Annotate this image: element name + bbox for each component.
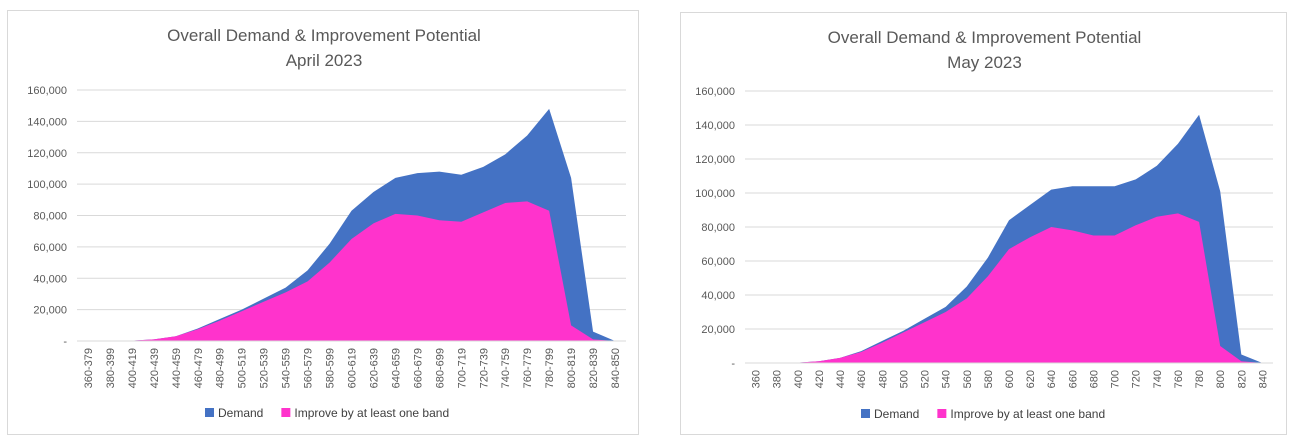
y-tick-label: 20,000 xyxy=(701,324,735,336)
x-tick-label: 760-779 xyxy=(522,348,534,388)
x-tick-label: 520-539 xyxy=(259,348,271,388)
y-tick-label: 160,000 xyxy=(27,85,67,97)
legend-swatch-demand xyxy=(861,409,870,418)
x-tick-label: 680 xyxy=(1088,370,1100,388)
x-tick-label: 420-439 xyxy=(149,348,161,388)
y-tick-label: 140,000 xyxy=(27,116,67,128)
x-tick-label: 480 xyxy=(877,370,889,388)
x-tick-label: 440 xyxy=(835,370,847,388)
area-series-improve xyxy=(87,201,616,341)
x-tick-label: 680-699 xyxy=(434,348,446,388)
y-tick-label: 100,000 xyxy=(695,188,735,200)
x-tick-label: 740-759 xyxy=(500,348,512,388)
x-tick-label: 800-819 xyxy=(566,348,578,388)
y-tick-label: - xyxy=(731,358,735,370)
legend-label-improve: Improve by at least one band xyxy=(950,407,1105,421)
x-tick-label: 440-459 xyxy=(171,348,183,388)
x-tick-label: 540 xyxy=(941,370,953,388)
legend-swatch-improve xyxy=(937,409,947,418)
y-tick-label: 40,000 xyxy=(701,290,735,302)
x-tick-label: 560 xyxy=(962,370,974,388)
x-tick-label: 520 xyxy=(920,370,932,388)
y-tick-label: 20,000 xyxy=(33,305,67,317)
x-tick-label: 540-559 xyxy=(281,348,293,388)
legend-label-improve: Improve by at least one band xyxy=(294,406,449,420)
x-tick-label: 380-399 xyxy=(105,348,117,388)
x-tick-label: 500-519 xyxy=(237,348,249,388)
x-tick-label: 780 xyxy=(1194,370,1206,388)
x-tick-label: 780-799 xyxy=(544,348,556,388)
y-tick-label: 80,000 xyxy=(33,211,67,223)
x-tick-label: 640-659 xyxy=(390,348,402,388)
x-tick-label: 420 xyxy=(814,370,826,388)
legend-swatch-improve xyxy=(281,408,291,417)
x-tick-label: 460 xyxy=(856,370,868,388)
x-tick-label: 480-499 xyxy=(215,348,227,388)
x-tick-label: 640 xyxy=(1046,370,1058,388)
x-tick-label: 760 xyxy=(1173,370,1185,388)
x-tick-label: 820 xyxy=(1236,370,1248,388)
x-tick-label: 580 xyxy=(983,370,995,388)
x-tick-label: 720-739 xyxy=(478,348,490,388)
y-tick-label: - xyxy=(63,336,67,348)
area-series-improve xyxy=(755,213,1263,363)
x-tick-label: 700-719 xyxy=(456,348,468,388)
x-tick-label: 700 xyxy=(1110,370,1122,388)
chart-title-line-0: Overall Demand & Improvement Potential xyxy=(167,26,481,45)
chart-may-2023: Overall Demand & Improvement Potential Ma… xyxy=(680,12,1287,435)
chart-title-line-1: April 2023 xyxy=(286,51,363,70)
x-tick-label: 400 xyxy=(793,370,805,388)
x-tick-label: 840-850 xyxy=(610,348,622,388)
chart-svg-may: Overall Demand & Improvement Potential Ma… xyxy=(695,28,1273,421)
x-tick-label: 460-479 xyxy=(193,348,205,388)
chart-title-line-1: May 2023 xyxy=(947,53,1022,72)
y-tick-label: 80,000 xyxy=(701,222,735,234)
x-tick-label: 600 xyxy=(1004,370,1016,388)
y-tick-label: 120,000 xyxy=(27,148,67,160)
chart-april-2023: Overall Demand & Improvement Potential Ap… xyxy=(7,10,639,435)
x-tick-label: 820-839 xyxy=(588,348,600,388)
x-tick-label: 620-639 xyxy=(368,348,380,388)
chart-title-line-0: Overall Demand & Improvement Potential xyxy=(828,28,1142,47)
x-tick-label: 560-579 xyxy=(303,348,315,388)
y-tick-label: 100,000 xyxy=(27,179,67,191)
y-tick-label: 140,000 xyxy=(695,120,735,132)
x-tick-label: 580-599 xyxy=(325,348,337,388)
y-tick-label: 120,000 xyxy=(695,154,735,166)
y-tick-label: 60,000 xyxy=(701,256,735,268)
x-tick-label: 360-379 xyxy=(83,348,95,388)
x-tick-label: 740 xyxy=(1152,370,1164,388)
y-tick-label: 160,000 xyxy=(695,86,735,98)
legend-swatch-demand xyxy=(205,408,214,417)
x-tick-label: 800 xyxy=(1215,370,1227,388)
x-tick-label: 720 xyxy=(1131,370,1143,388)
x-tick-label: 660-679 xyxy=(412,348,424,388)
y-tick-label: 60,000 xyxy=(33,242,67,254)
y-tick-label: 40,000 xyxy=(33,273,67,285)
chart-svg-april: Overall Demand & Improvement Potential Ap… xyxy=(27,26,626,420)
x-tick-label: 840 xyxy=(1257,370,1269,388)
x-tick-label: 380 xyxy=(772,370,784,388)
legend-label-demand: Demand xyxy=(218,406,263,420)
legend-label-demand: Demand xyxy=(874,407,919,421)
x-tick-label: 400-419 xyxy=(127,348,139,388)
x-tick-label: 500 xyxy=(898,370,910,388)
x-tick-label: 660 xyxy=(1067,370,1079,388)
x-tick-label: 360 xyxy=(751,370,763,388)
x-tick-label: 600-619 xyxy=(347,348,359,388)
x-tick-label: 620 xyxy=(1025,370,1037,388)
